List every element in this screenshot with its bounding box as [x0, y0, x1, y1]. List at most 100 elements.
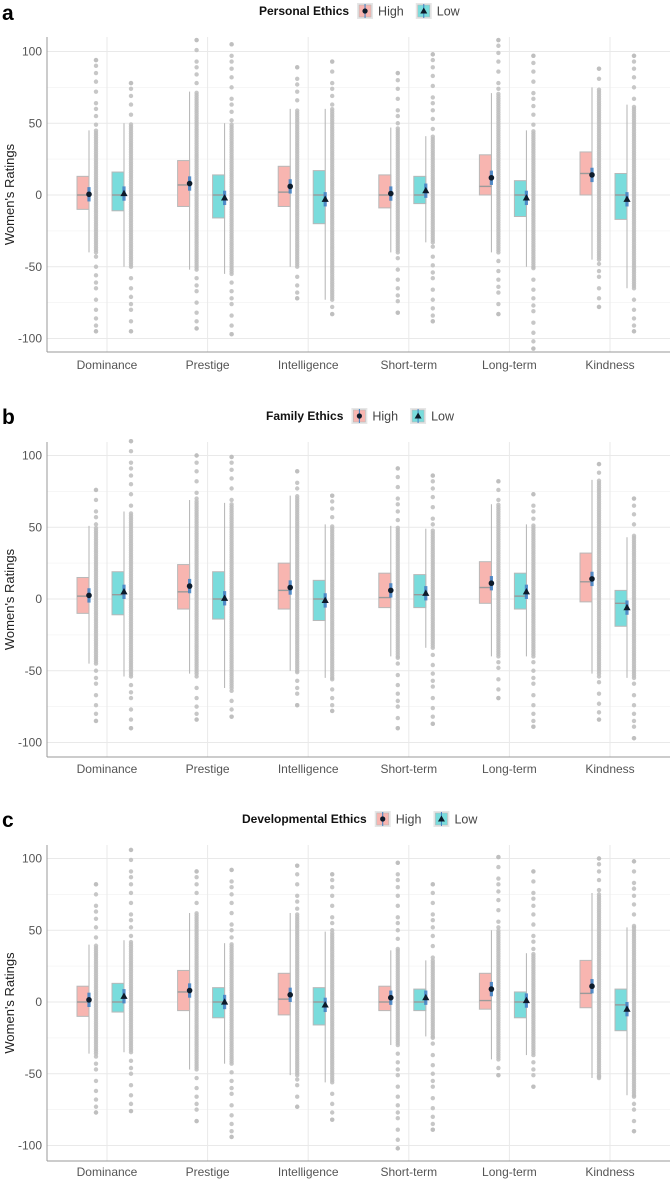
data-point — [496, 50, 501, 56]
data-point — [128, 319, 134, 324]
data-point — [93, 122, 99, 127]
data-point — [531, 675, 536, 681]
legend-key-low: Low — [410, 408, 455, 424]
data-point — [631, 893, 637, 899]
data-point — [395, 928, 400, 933]
data-points — [395, 860, 400, 1151]
data-point — [194, 288, 199, 294]
data-point — [93, 1110, 99, 1115]
data-point — [531, 879, 536, 884]
data-point — [194, 1094, 199, 1099]
data-point — [128, 307, 134, 312]
data-point — [430, 473, 435, 478]
data-point — [194, 1118, 199, 1124]
data-points — [93, 57, 99, 334]
mean-marker-triangle — [522, 996, 530, 1004]
box-group-low — [212, 867, 234, 1140]
data-point — [531, 112, 536, 117]
data-point — [395, 1116, 400, 1121]
data-points — [128, 847, 134, 1114]
data-point — [295, 82, 300, 87]
data-point — [596, 856, 602, 861]
data-point — [430, 1114, 435, 1120]
data-point — [229, 301, 234, 307]
legend-label: High — [372, 410, 398, 424]
x-tick-label: Dominance — [77, 762, 138, 776]
data-point — [330, 499, 335, 504]
data-point — [194, 704, 199, 709]
data-point — [496, 91, 501, 97]
data-point — [128, 102, 134, 107]
data-point — [631, 702, 637, 708]
gridlines — [47, 442, 670, 757]
data-point — [229, 867, 234, 873]
mean-marker-circle — [186, 583, 193, 589]
data-point — [631, 692, 637, 698]
data-point — [395, 920, 400, 926]
data-point — [430, 319, 435, 324]
data-point — [128, 682, 134, 688]
data-point — [430, 678, 435, 683]
data-point — [531, 339, 536, 344]
data-point — [631, 533, 637, 539]
data-point — [194, 1085, 199, 1091]
data-point — [531, 1072, 536, 1078]
data-point — [430, 900, 435, 906]
data-point — [93, 1054, 99, 1059]
data-point — [295, 290, 300, 295]
data-point — [531, 296, 536, 301]
panel-label: c — [2, 809, 14, 832]
data-point — [128, 847, 134, 853]
panel-a: a Personal Ethics High Low -100 -50 0 50 100 Wome… — [2, 2, 670, 372]
data-point — [430, 1041, 435, 1046]
data-point — [596, 691, 602, 696]
data-point — [531, 692, 536, 698]
data-points — [330, 59, 335, 317]
box-group-high — [579, 461, 602, 722]
data-point — [93, 509, 99, 514]
y-tick-label: 0 — [35, 592, 42, 606]
data-point — [631, 75, 637, 80]
data-point — [395, 661, 400, 666]
data-point — [395, 96, 400, 102]
data-point — [496, 502, 501, 508]
data-point — [93, 1104, 99, 1109]
data-point — [631, 512, 637, 517]
data-point — [531, 903, 536, 909]
data-point — [395, 517, 400, 523]
legend-circle-icon — [362, 8, 368, 14]
y-tick-label: 0 — [35, 995, 42, 1009]
data-point — [194, 1101, 199, 1107]
data-point — [496, 889, 501, 894]
data-points — [531, 869, 536, 1089]
data-point — [496, 37, 501, 43]
data-point — [430, 695, 435, 701]
data-point — [531, 681, 536, 686]
data-point — [128, 874, 134, 880]
data-point — [395, 672, 400, 678]
data-point — [229, 122, 234, 127]
data-points — [93, 882, 99, 1115]
data-point — [596, 862, 602, 867]
data-point — [395, 86, 400, 92]
x-tick-label: Prestige — [186, 762, 230, 776]
data-point — [430, 1127, 435, 1132]
data-point — [194, 310, 199, 315]
data-point — [229, 1121, 234, 1127]
data-point — [295, 76, 300, 81]
data-point — [330, 903, 335, 909]
data-point — [128, 460, 134, 465]
panel-b: b Family Ethics High Low -100 -50 0 50 100 Women'… — [2, 406, 670, 776]
data-point — [631, 735, 637, 741]
data-point — [531, 933, 536, 939]
data-point — [631, 923, 637, 929]
legend-key-high: High — [357, 3, 404, 19]
data-point — [128, 933, 134, 939]
data-point — [596, 680, 602, 685]
data-point — [194, 283, 199, 288]
data-points — [596, 856, 602, 1081]
data-point — [430, 522, 435, 527]
data-point — [128, 80, 134, 86]
legend-key-high: High — [374, 811, 421, 827]
data-point — [531, 668, 536, 673]
